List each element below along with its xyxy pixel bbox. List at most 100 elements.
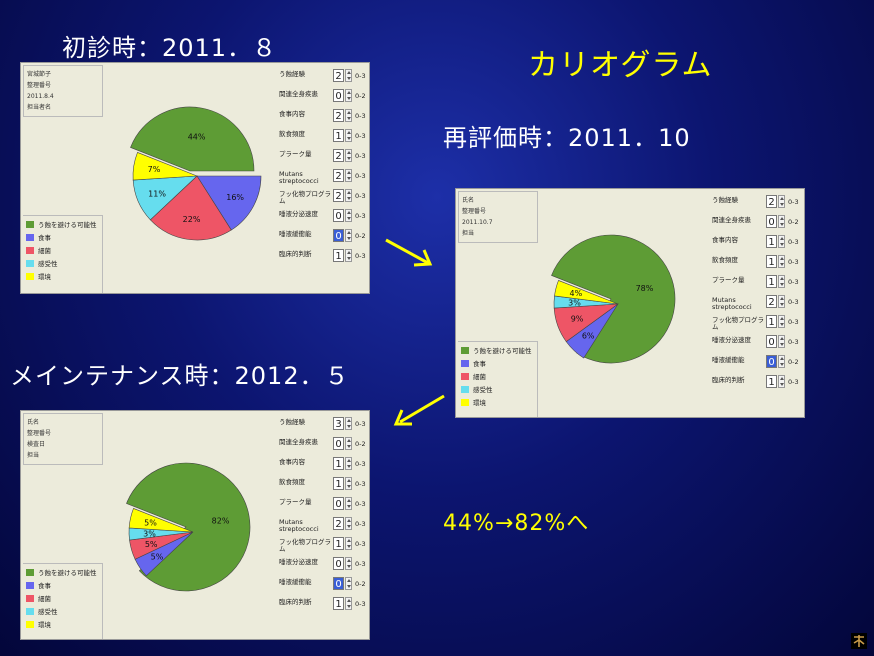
score-spinner[interactable] (345, 209, 352, 222)
score-input[interactable]: 2 (333, 517, 344, 530)
score-input[interactable]: 1 (333, 457, 344, 470)
score-row: 唾液分泌速度 0 0-3 (279, 555, 369, 573)
score-spinner[interactable] (345, 109, 352, 122)
score-range: 0-3 (355, 152, 366, 160)
cariogram-title: カリオグラム (528, 48, 713, 83)
score-input[interactable]: 0 (766, 215, 777, 228)
score-spinner[interactable] (345, 149, 352, 162)
score-input[interactable]: 0 (333, 89, 344, 102)
score-input[interactable]: 1 (766, 235, 777, 248)
score-spinner[interactable] (345, 229, 352, 242)
score-spinner[interactable] (345, 69, 352, 82)
score-spinner[interactable] (778, 215, 785, 228)
score-spinner[interactable] (345, 557, 352, 570)
score-spinner[interactable] (345, 537, 352, 550)
score-input[interactable]: 1 (333, 597, 344, 610)
score-list: う蝕経験 2 0-3 関連全身疾患 0 0-2 食事内容 1 0-3 飲食頻度 1 0-3 プラーク量 1… (712, 193, 804, 393)
score-input[interactable]: 2 (333, 109, 344, 122)
score-row: 関連全身疾患 0 0-2 (279, 435, 369, 453)
legend: う蝕を避ける可能性 食事 細菌 感受性 環境 (23, 215, 103, 293)
cariogram-panel-first: 宮城節子 整理番号 2011.8.4 担当者名 44% 16% 22% 11% 7% う… (20, 62, 370, 294)
score-input[interactable]: 0 (333, 557, 344, 570)
first-visit-label: 初診時：2011．８ (62, 34, 278, 62)
score-input[interactable]: 2 (333, 189, 344, 202)
score-input[interactable]: 1 (766, 315, 777, 328)
pie-slice-2 (196, 175, 262, 231)
score-range: 0-3 (355, 480, 366, 488)
score-spinner[interactable] (778, 375, 785, 388)
legend-entry: 環境 (26, 619, 99, 629)
score-input[interactable]: 1 (333, 537, 344, 550)
legend-swatch (461, 372, 469, 380)
score-input[interactable]: 0 (333, 437, 344, 450)
score-row: 関連全身疾患 0 0-2 (712, 213, 804, 231)
info-line: 氏名 (27, 419, 40, 426)
legend-swatch (26, 272, 34, 280)
pie-slice-5 (128, 508, 194, 533)
criterion-label: 関連全身疾患 (279, 90, 318, 98)
score-spinner[interactable] (345, 517, 352, 530)
score-range: 0-3 (788, 198, 799, 206)
score-input[interactable]: 0 (333, 497, 344, 510)
score-spinner[interactable] (778, 315, 785, 328)
score-spinner[interactable] (345, 437, 352, 450)
score-spinner[interactable] (345, 189, 352, 202)
score-spinner[interactable] (778, 295, 785, 308)
score-spinner[interactable] (778, 255, 785, 268)
score-input[interactable]: 2 (766, 195, 777, 208)
score-spinner[interactable] (345, 457, 352, 470)
criterion-label: 唾液緩衝能 (279, 230, 312, 238)
pie-label: 82% (212, 516, 230, 525)
legend-swatch (26, 233, 34, 241)
score-spinner[interactable] (778, 275, 785, 288)
patient-info: 氏名 整理番号 検査日 担当 (23, 413, 103, 465)
score-row: 飲食頻度 1 0-3 (279, 475, 369, 493)
pie-label: 5% (144, 519, 157, 528)
criterion-label: 食事内容 (712, 236, 738, 244)
score-spinner[interactable] (345, 129, 352, 142)
score-spinner[interactable] (345, 497, 352, 510)
score-input[interactable]: 1 (333, 477, 344, 490)
score-spinner[interactable] (345, 577, 352, 590)
score-input[interactable]: 0 (766, 355, 777, 368)
score-input[interactable]: 1 (766, 255, 777, 268)
score-row: Mutans streptococci 2 0-3 (279, 167, 369, 185)
pie-slice-5 (132, 152, 198, 181)
score-spinner[interactable] (345, 89, 352, 102)
score-input[interactable]: 0 (333, 577, 344, 590)
score-spinner[interactable] (345, 417, 352, 430)
score-range: 0-3 (355, 600, 366, 608)
score-range: 0-2 (788, 218, 799, 226)
score-input[interactable]: 0 (766, 335, 777, 348)
score-input[interactable]: 1 (333, 129, 344, 142)
criterion-label: 唾液緩衝能 (712, 356, 745, 364)
info-line: 宮城節子 (27, 71, 52, 78)
legend-swatch (26, 620, 34, 628)
score-range: 0-3 (355, 500, 366, 508)
score-input[interactable]: 1 (766, 375, 777, 388)
score-input[interactable]: 1 (766, 275, 777, 288)
score-input[interactable]: 2 (333, 149, 344, 162)
score-spinner[interactable] (778, 355, 785, 368)
score-spinner[interactable] (778, 335, 785, 348)
score-input[interactable]: 1 (333, 249, 344, 262)
score-spinner[interactable] (345, 597, 352, 610)
score-input[interactable]: 2 (766, 295, 777, 308)
score-input[interactable]: 2 (333, 169, 344, 182)
score-range: 0-2 (788, 358, 799, 366)
score-range: 0-3 (788, 338, 799, 346)
score-input[interactable]: 3 (333, 417, 344, 430)
score-input[interactable]: 2 (333, 69, 344, 82)
info-line: 担当 (27, 452, 40, 459)
score-spinner[interactable] (345, 477, 352, 490)
criterion-label: プラーク量 (712, 276, 745, 284)
patient-info: 氏名 整理番号 2011.10.7 担当 (458, 191, 538, 243)
score-spinner[interactable] (778, 235, 785, 248)
criterion-label: 唾液分泌速度 (712, 336, 751, 344)
score-input[interactable]: 0 (333, 229, 344, 242)
pie-label: 44% (188, 132, 206, 141)
score-spinner[interactable] (778, 195, 785, 208)
score-spinner[interactable] (345, 169, 352, 182)
score-spinner[interactable] (345, 249, 352, 262)
score-input[interactable]: 0 (333, 209, 344, 222)
